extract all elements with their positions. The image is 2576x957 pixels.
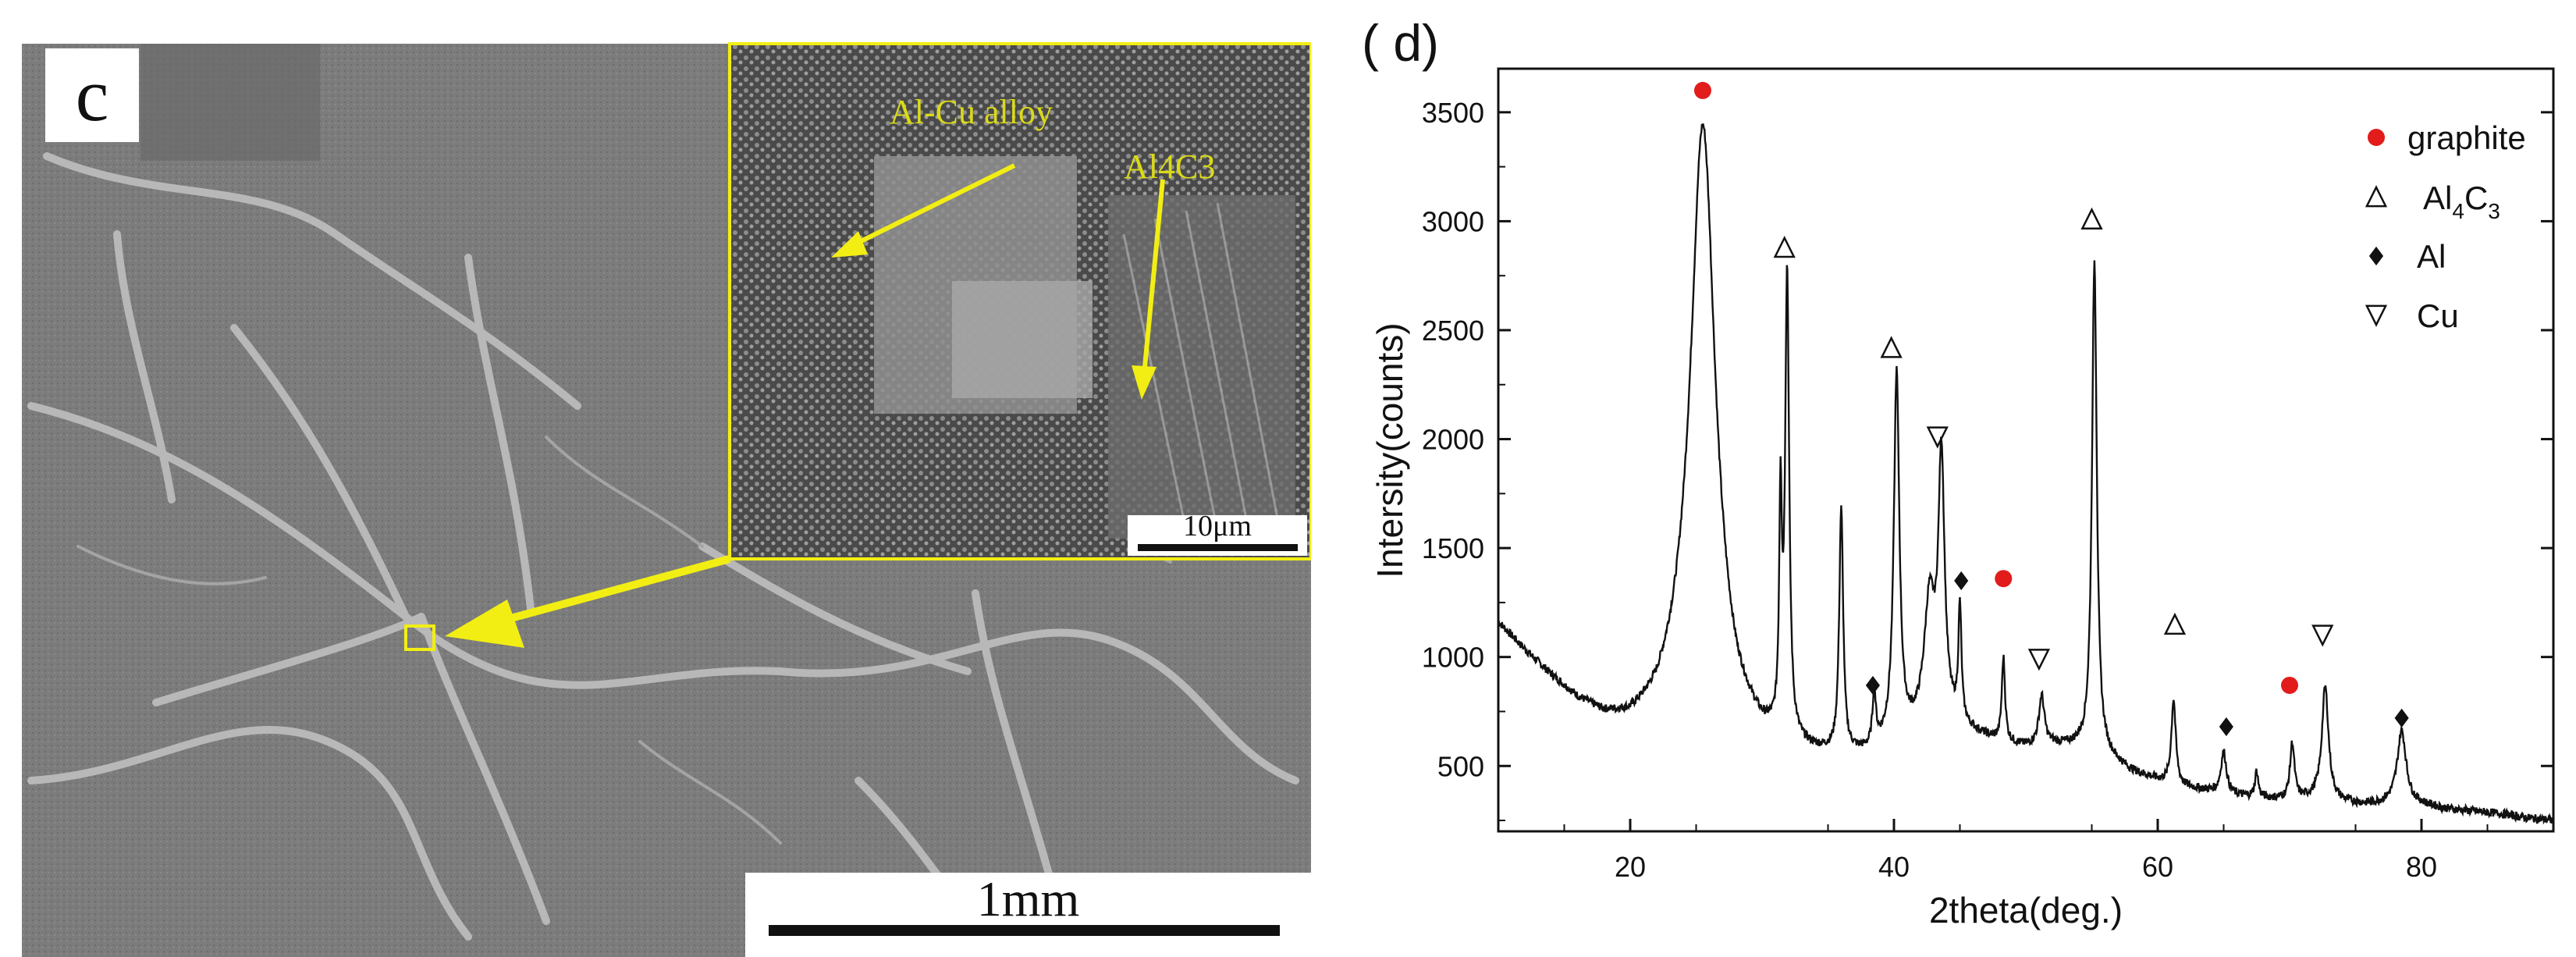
phase-marker-diamond [1954, 571, 1969, 591]
legend-label: Cu [2417, 297, 2459, 334]
inset-frame [728, 42, 1311, 560]
x-tick-label: 40 [1878, 851, 1910, 883]
legend-symbol-circle [2368, 129, 2385, 146]
sem-micrograph-panel: c Al-Cu alloy Al4C3 10μm 1mm [22, 42, 1311, 957]
y-tick-label: 500 [1437, 750, 1484, 782]
phase-marker-triangle-down [2027, 649, 2051, 671]
sem-image [22, 42, 1311, 957]
alloy-arrow-head [831, 231, 868, 258]
pointer-arrow-line [498, 555, 731, 625]
phase-markers [1693, 81, 2409, 737]
y-tick-label: 1500 [1422, 532, 1484, 564]
y-tick-label: 2000 [1422, 424, 1484, 456]
axes: 20 40 60 80 500 1000 1500 2000 2500 3000 3500 [1422, 97, 2553, 883]
pointer-arrow-head [445, 599, 524, 648]
x-tick-label: 80 [2406, 851, 2437, 883]
plot-frame [1497, 67, 2555, 833]
phase-marker-circle [1693, 81, 1711, 99]
phase-marker-triangle-up [1773, 236, 1796, 258]
x-tick-label: 60 [2142, 851, 2173, 883]
legend-label: Al [2417, 238, 2446, 275]
y-tick-label: 2500 [1422, 315, 1484, 347]
alloy-arrow-line [845, 163, 1016, 251]
selection-box [404, 624, 435, 651]
phase-marker-diamond [2219, 717, 2233, 737]
panel-label-d: ( d) [1362, 14, 1439, 72]
main-scale-label: 1mm [976, 871, 1080, 927]
y-axis-label: Intersity(counts) [1370, 322, 1410, 578]
alloy-network [27, 152, 1299, 941]
phase-marker-circle [1995, 570, 2013, 588]
legend-symbol-diamond [2368, 246, 2384, 266]
panel-letter-c: c [45, 48, 139, 142]
phase-marker-triangle-up [1880, 336, 1903, 358]
phase-marker-triangle-up [2080, 207, 2103, 229]
inset-label-alloy: Al-Cu alloy [890, 93, 1053, 131]
legend-label: Al4C3 [2423, 180, 2500, 223]
legend-label: graphite [2407, 119, 2526, 156]
main-scale-bar [769, 925, 1280, 936]
legend: graphite Al4C3 Al Cu [2365, 119, 2526, 334]
x-tick-label: 20 [1615, 851, 1646, 883]
phase-marker-triangle-up [2163, 612, 2187, 635]
y-tick-label: 3500 [1422, 97, 1484, 129]
legend-symbol-triangle-down [2365, 304, 2388, 327]
phase-marker-diamond [2394, 708, 2409, 728]
xrd-chart: ( d) 20 40 60 80 500 1000 1500 2000 2500 3000 3500… [1362, 14, 2555, 930]
legend-symbol-triangle-up [2365, 185, 2388, 208]
phase-marker-triangle-down [1926, 426, 1949, 449]
main-scale-box [745, 873, 1311, 957]
inset-label-carbide: Al4C3 [1124, 148, 1216, 186]
carbide-arrow-head [1132, 365, 1157, 400]
phase-marker-circle [2281, 676, 2298, 694]
xrd-series-line [1498, 123, 2555, 825]
phase-marker-triangle-down [2311, 624, 2334, 647]
inset-scale-bar [1138, 544, 1298, 551]
y-tick-label: 3000 [1422, 205, 1484, 237]
x-axis-label: 2theta(deg.) [1929, 890, 2123, 930]
y-tick-label: 1000 [1422, 642, 1484, 674]
phase-marker-diamond [1865, 675, 1881, 696]
carbide-arrow-line [1142, 179, 1165, 368]
inset-scale-label: 10μm [1183, 510, 1252, 543]
